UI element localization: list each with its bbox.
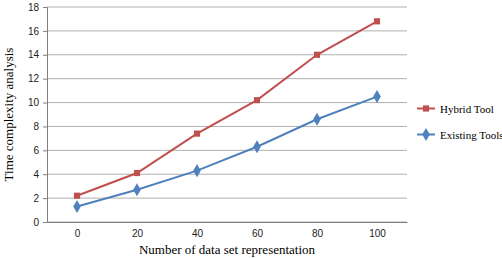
legend-label: Existing Tools xyxy=(440,129,502,141)
grid-line xyxy=(47,102,407,103)
series xyxy=(73,18,381,213)
y-tick-label: 12 xyxy=(28,73,40,84)
marker xyxy=(133,183,141,196)
x-tick-label: 60 xyxy=(252,228,264,239)
y-tick: 12 xyxy=(28,73,47,84)
legend-item: Hybrid Tool xyxy=(417,103,494,115)
y-tick-label: 6 xyxy=(33,145,39,156)
legend-label: Hybrid Tool xyxy=(440,103,494,115)
y-tick: 4 xyxy=(33,169,47,180)
y-tick-label: 10 xyxy=(28,97,40,108)
y-tick: 2 xyxy=(33,193,47,204)
chart: 0 2 4 6 8 10 12 14 16 18 0 20 40 60 80 100 Number of dat… xyxy=(0,0,502,258)
marker xyxy=(314,52,320,58)
series-line xyxy=(77,21,377,195)
marker xyxy=(193,164,201,177)
marker xyxy=(134,170,140,176)
y-axis-title: Time complexity analysis xyxy=(1,48,16,182)
y-tick: 8 xyxy=(33,121,47,132)
marker xyxy=(74,193,80,199)
x-tick: 60 xyxy=(252,222,264,239)
y-tick-mark xyxy=(43,198,47,199)
grid-line xyxy=(47,222,407,223)
y-axis-line xyxy=(43,8,48,223)
grid-line xyxy=(47,174,407,175)
grid-line xyxy=(47,198,407,199)
marker xyxy=(73,200,81,213)
plot: 0 2 4 6 8 10 12 14 16 18 0 20 40 60 80 100 xyxy=(28,2,408,239)
y-tick-mark xyxy=(43,174,47,175)
grid-line xyxy=(47,54,407,55)
y-tick: 6 xyxy=(33,145,47,156)
y-tick-label: 16 xyxy=(28,26,40,37)
y-tick-mark xyxy=(43,126,47,127)
x-tick: 0 xyxy=(75,222,81,239)
y-tick: 0 xyxy=(33,217,47,228)
y-tick-mark xyxy=(43,55,47,56)
x-tick: 80 xyxy=(312,222,324,239)
marker xyxy=(313,113,321,126)
y-tick-label: 18 xyxy=(28,2,40,13)
x-tick: 20 xyxy=(132,222,144,239)
y-tick-mark xyxy=(43,103,47,104)
legend: Hybrid Tool Existing Tools xyxy=(417,103,502,142)
x-tick-label: 40 xyxy=(192,228,204,239)
grid-line xyxy=(47,78,407,79)
x-axis-line xyxy=(48,222,408,223)
y-tick-label: 2 xyxy=(33,193,39,204)
marker xyxy=(374,18,380,24)
y-tick-mark xyxy=(43,150,47,151)
y-tick-mark xyxy=(43,7,47,8)
y-axis: 0 2 4 6 8 10 12 14 16 18 xyxy=(28,2,48,228)
legend-item: Existing Tools xyxy=(417,128,502,141)
grid-line xyxy=(47,126,407,127)
x-axis: 0 20 40 60 80 100 xyxy=(48,222,408,239)
grid-line xyxy=(47,30,407,31)
grid xyxy=(47,7,407,222)
y-tick-label: 4 xyxy=(33,169,39,180)
legend-marker xyxy=(422,128,430,141)
y-tick: 14 xyxy=(28,49,47,60)
x-tick: 40 xyxy=(192,222,204,239)
x-tick-label: 0 xyxy=(75,228,81,239)
grid-line xyxy=(47,7,407,8)
y-tick-mark xyxy=(43,222,47,223)
y-tick-label: 0 xyxy=(33,217,39,228)
x-tick-label: 80 xyxy=(312,228,324,239)
series-line xyxy=(77,97,377,207)
y-tick-mark xyxy=(43,31,47,32)
marker xyxy=(254,97,260,103)
y-tick-label: 8 xyxy=(33,121,39,132)
x-tick: 100 xyxy=(369,222,386,239)
x-tick-label: 100 xyxy=(369,228,386,239)
x-axis-title: Number of data set representation xyxy=(139,242,316,257)
marker xyxy=(373,90,381,103)
y-tick-label: 14 xyxy=(28,49,40,60)
marker xyxy=(194,131,200,137)
y-tick: 18 xyxy=(28,2,47,13)
legend-marker xyxy=(423,105,429,111)
y-tick-mark xyxy=(43,79,47,80)
grid-line xyxy=(47,150,407,151)
x-tick-label: 20 xyxy=(132,228,144,239)
y-tick: 10 xyxy=(28,97,47,108)
marker xyxy=(253,140,261,153)
y-tick: 16 xyxy=(28,26,47,37)
